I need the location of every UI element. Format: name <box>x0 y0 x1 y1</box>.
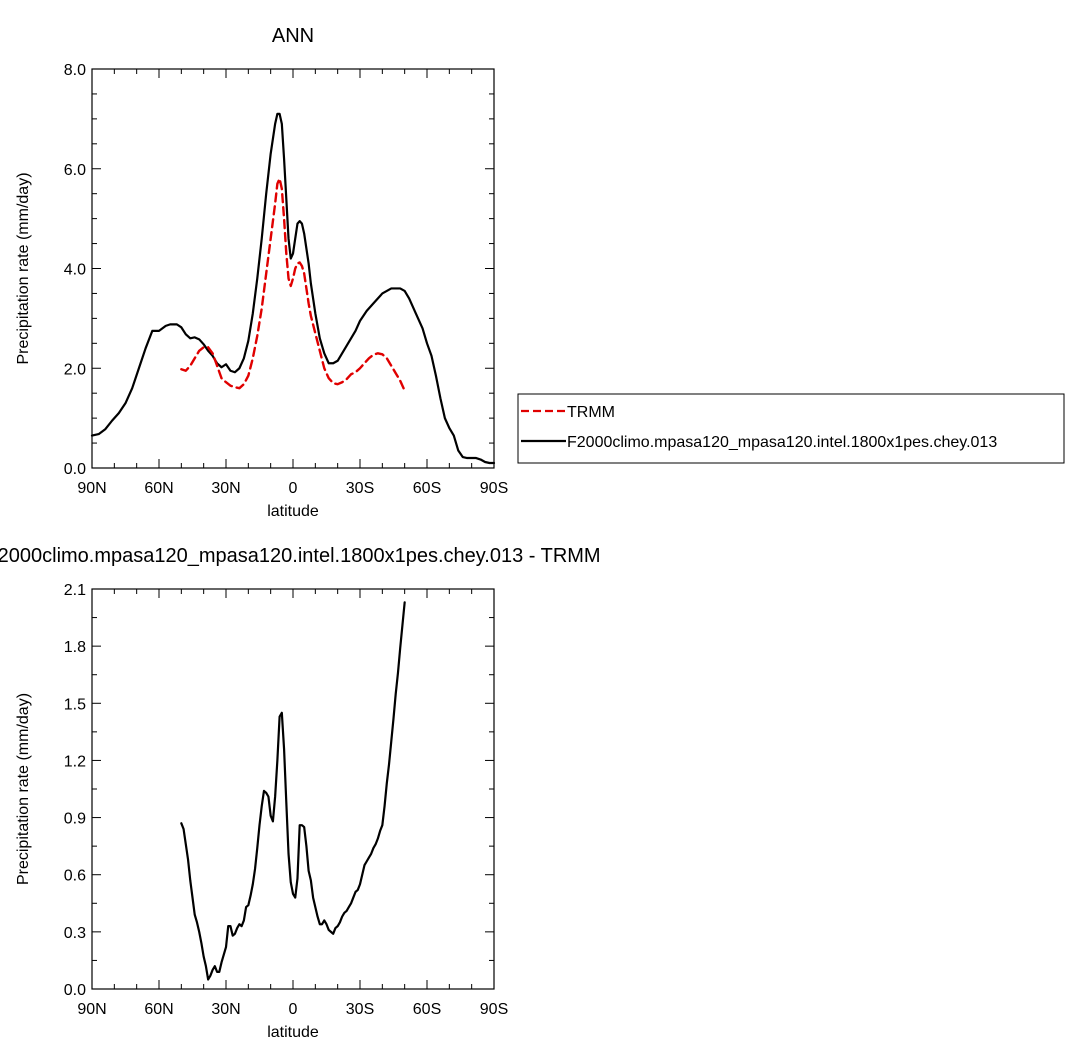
y-tick-label: 0.3 <box>64 925 86 942</box>
x-tick-label: 90S <box>480 1001 508 1018</box>
y-tick-label: 1.5 <box>64 696 86 713</box>
y-tick-label: 0.6 <box>64 868 86 885</box>
y-tick-label: 2.1 <box>64 582 86 599</box>
y-tick-label: 8.0 <box>64 62 86 79</box>
panel-bottom: 90N 60N 30N 0 30S 60S 90S 0.0 0.3 0.6 0.9 1.2 1.5 1.8… <box>0 545 601 1041</box>
x-tick-label: 90N <box>77 1001 106 1018</box>
series-line-difference <box>180 601 406 981</box>
legend-label: TRMM <box>567 404 615 421</box>
x-tick-label: 0 <box>289 480 298 497</box>
x-tick-label: 60N <box>144 480 173 497</box>
chart-title: ANN <box>272 25 314 47</box>
x-axis-label: latitude <box>267 503 319 520</box>
y-tick-label: 0.9 <box>64 811 86 828</box>
y-axis-label: Precipitation rate (mm/day) <box>15 693 32 885</box>
x-tick-label: 0 <box>289 1001 298 1018</box>
y-tick-label: 1.2 <box>64 753 86 770</box>
y-tick-label: 2.0 <box>64 361 86 378</box>
legend: TRMM F2000climo.mpasa120_mpasa120.intel.1… <box>517 393 1065 464</box>
x-tick-label: 90S <box>480 480 508 497</box>
x-tick-label: 30S <box>346 1001 374 1018</box>
y-tick-label: 1.8 <box>64 639 86 656</box>
plot-frame <box>91 68 495 469</box>
legend-label: F2000climo.mpasa120_mpasa120.intel.1800x… <box>567 434 997 451</box>
x-tick-label: 30N <box>211 480 240 497</box>
y-tick-label: 0.0 <box>64 461 86 478</box>
x-axis-label: latitude <box>267 1024 319 1041</box>
series-line-f2000climo-mpasa120-mpasa120-intel-1800x1pes-chey-013 <box>90 112 496 465</box>
y-axis-label: Precipitation rate (mm/day) <box>15 172 32 364</box>
x-tick-label: 90N <box>77 480 106 497</box>
x-tick-label: 60S <box>413 480 441 497</box>
chart-title: F2000climo.mpasa120_mpasa120.intel.1800x… <box>0 545 601 567</box>
panel-top: 90N 60N 30N 0 30S 60S 90S 0.0 2.0 4.0 6.0 8.0 latitu… <box>15 25 508 520</box>
x-tick-label: 30N <box>211 1001 240 1018</box>
x-tick-label: 30S <box>346 480 374 497</box>
series-line-trmm <box>180 177 406 392</box>
legend-box <box>517 393 1065 464</box>
y-tick-label: 6.0 <box>64 162 86 179</box>
y-tick-label: 4.0 <box>64 262 86 279</box>
x-tick-label: 60N <box>144 1001 173 1018</box>
x-tick-label: 60S <box>413 1001 441 1018</box>
y-tick-label: 0.0 <box>64 982 86 999</box>
plot-frame <box>91 588 495 990</box>
